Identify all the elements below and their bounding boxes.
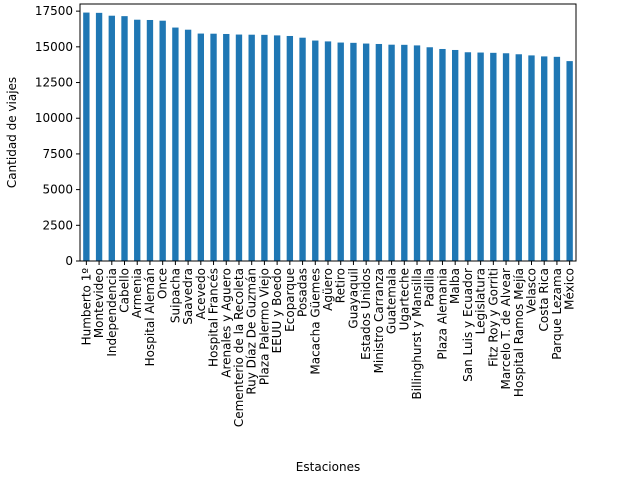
y-axis-title: Cantidad de viajes xyxy=(5,77,19,188)
bar xyxy=(248,34,255,262)
x-tick-label: Hospital Francés xyxy=(207,268,221,367)
bar xyxy=(223,33,230,262)
y-tick-label: 10000 xyxy=(35,111,73,125)
bar xyxy=(541,56,548,262)
bar xyxy=(108,15,115,261)
bar xyxy=(324,41,332,261)
bar xyxy=(337,42,344,261)
x-tick-label: Humberto 1º xyxy=(79,268,93,346)
x-tick-label: Padilla xyxy=(423,268,437,307)
bar xyxy=(426,47,433,262)
bar xyxy=(464,52,472,262)
x-tick-label: Ecoparque xyxy=(283,268,297,332)
x-tick-label: EEUU y Boedo xyxy=(270,268,284,353)
x-tick-label: Marcelo T. de Alvear xyxy=(499,268,513,390)
x-tick-label: México xyxy=(563,268,577,310)
x-tick-label: Macacha Güemes xyxy=(308,268,322,375)
bar xyxy=(210,33,217,262)
bar xyxy=(413,45,421,261)
y-tick-label: 2500 xyxy=(42,218,73,232)
x-tick-label: Arenales y Aguero xyxy=(219,268,233,378)
bar xyxy=(401,44,408,261)
x-tick-label: Estados Unidos xyxy=(359,268,373,360)
x-tick-label: Legislatura xyxy=(474,268,488,334)
x-tick-label: Fitz Roy y Gorriti xyxy=(486,268,500,367)
bar xyxy=(235,34,243,261)
x-tick-label: Plaza Alemania xyxy=(435,268,449,360)
x-tick-label: Retiro xyxy=(334,268,348,303)
bar xyxy=(439,48,446,262)
x-tick-label: Montevideo xyxy=(92,268,106,338)
y-tick-label: 5000 xyxy=(42,183,73,197)
bar xyxy=(388,44,395,261)
y-axis: 0 2500 5000 7500 10000 12500 15000 17500 xyxy=(35,4,80,268)
y-tick-label: 7500 xyxy=(42,147,73,161)
x-tick-label: Plaza Palermo Viejo xyxy=(257,268,271,385)
x-tick-label: Armenia xyxy=(130,268,144,318)
bar xyxy=(184,29,192,262)
x-tick-label: Malba xyxy=(448,268,462,304)
x-tick-label: Agüero xyxy=(321,268,335,311)
x-tick-label: Billinghurst y Mansilla xyxy=(410,268,424,400)
bar xyxy=(566,61,573,261)
x-tick-label: Velasco xyxy=(524,268,538,314)
bar xyxy=(362,43,370,261)
x-axis-title: Estaciones xyxy=(296,460,360,474)
x-tick-label: Saavedra xyxy=(181,268,195,325)
bar xyxy=(197,33,204,262)
bar xyxy=(477,52,484,261)
bar xyxy=(528,55,535,262)
x-tick-label: Cementerio de la Recoleta xyxy=(232,268,246,427)
bar xyxy=(452,49,459,261)
x-tick-label: Ministro Carranza xyxy=(372,268,386,373)
bar xyxy=(95,12,103,261)
x-tick-label: Acevedo xyxy=(194,268,208,319)
x-tick-label: Ugarteche xyxy=(397,268,411,330)
bar xyxy=(553,56,561,261)
x-tick-label: Costa Rica xyxy=(537,268,551,331)
bar xyxy=(83,12,90,261)
bar xyxy=(375,43,383,262)
bar xyxy=(299,37,306,262)
bar xyxy=(312,40,319,261)
bar xyxy=(159,20,166,262)
bar xyxy=(273,35,281,261)
x-tick-label: Guayaquil xyxy=(346,268,360,329)
bar xyxy=(134,19,141,262)
bar xyxy=(121,16,128,261)
x-tick-label: Parque Lezama xyxy=(550,268,564,360)
bar xyxy=(515,54,522,262)
bar xyxy=(350,42,357,262)
y-tick-label: 15000 xyxy=(35,40,73,54)
bar xyxy=(502,53,510,262)
bar xyxy=(261,34,268,262)
y-tick-label: 12500 xyxy=(35,76,73,90)
x-tick-label: Once xyxy=(156,268,170,299)
x-tick-label: Guatemala xyxy=(385,268,399,334)
bar xyxy=(286,35,294,262)
x-tick-label: San Luis y Ecuador xyxy=(461,268,475,382)
x-tick-label: Independencia xyxy=(105,268,119,357)
x-tick-label: Posadas xyxy=(296,268,310,317)
bar xyxy=(490,52,497,261)
x-axis: Humberto 1ºMontevideoIndependenciaCabell… xyxy=(79,261,577,427)
y-tick-label: 0 xyxy=(65,254,73,268)
bar xyxy=(146,19,154,261)
y-tick-label: 17500 xyxy=(35,4,73,18)
bar xyxy=(172,27,179,262)
plot-frame xyxy=(79,3,577,262)
x-tick-label: Hospital Alemán xyxy=(143,268,157,366)
x-tick-label: Ruy Díaz De Guzmán xyxy=(245,268,259,395)
bars-group xyxy=(83,12,573,262)
x-tick-label: Hospital Ramos Mejía xyxy=(512,268,526,397)
x-tick-label: Cabello xyxy=(118,268,132,313)
x-tick-label: Suipacha xyxy=(168,268,182,323)
